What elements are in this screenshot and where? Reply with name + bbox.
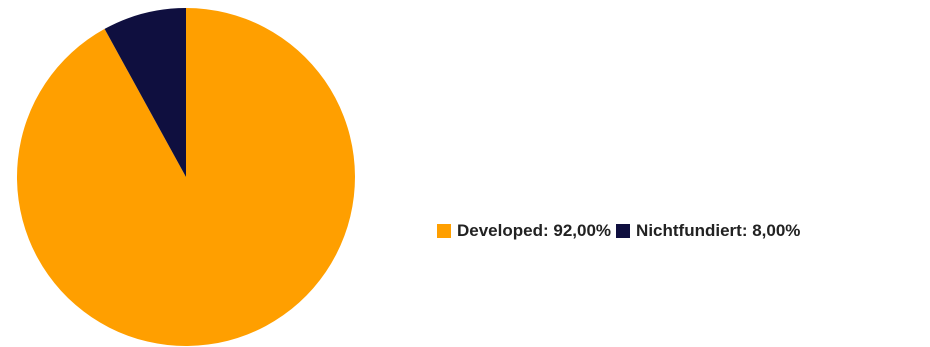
- pie-slice-developed: [16, 8, 355, 346]
- legend-item-nichtfundiert: Nichtfundiert 8,00%: [616, 221, 800, 241]
- legend-swatch-nichtfundiert: [616, 224, 631, 238]
- pie-chart: [16, 7, 355, 346]
- legend-value-nichtfundiert: 8,00%: [752, 221, 801, 240]
- legend-label-developed: Developed: [457, 221, 553, 241]
- legend-value-developed: 92,00%: [553, 221, 612, 240]
- legend: Developed 92,00% Nichtfundiert 8,00%: [437, 221, 805, 241]
- legend-item-developed: Developed 92,00%: [437, 221, 611, 241]
- legend-swatch-developed: [437, 224, 451, 238]
- pie-slice-nichtfundiert: [104, 7, 186, 177]
- legend-label-nichtfundiert: Nichtfundiert: [636, 221, 752, 241]
